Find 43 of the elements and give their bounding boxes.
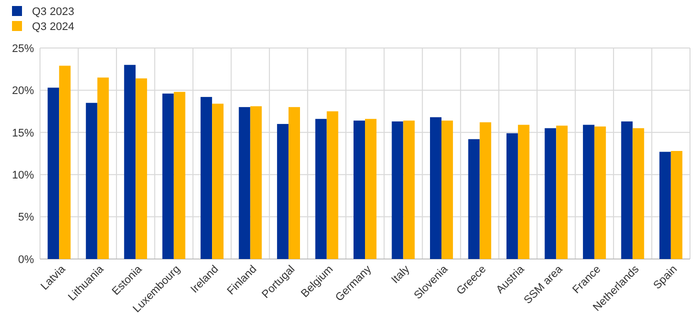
legend-label: Q3 2024: [32, 20, 74, 33]
bar: [632, 128, 644, 259]
bar: [392, 121, 404, 259]
bar: [315, 118, 327, 259]
bar: [670, 150, 682, 259]
bar: [659, 152, 671, 259]
y-tick-label: 10%: [12, 169, 34, 182]
bar: [238, 107, 250, 259]
bar: [403, 120, 415, 259]
y-tick-label: 20%: [12, 85, 34, 98]
y-tick-label: 25%: [12, 42, 34, 55]
bar: [354, 120, 365, 259]
bar: [86, 102, 98, 259]
bar: [277, 124, 289, 259]
bar: [468, 139, 480, 259]
bar: [326, 111, 338, 259]
legend-label: Q3 2023: [32, 6, 74, 18]
bar: [582, 124, 594, 259]
bar: [365, 118, 376, 259]
bar: [518, 124, 530, 259]
bar: [124, 64, 136, 259]
bar: [48, 88, 60, 259]
bar: [162, 94, 174, 259]
bar: [594, 126, 606, 259]
y-tick-label: 0%: [18, 254, 34, 266]
x-tick-label: Italy: [389, 263, 412, 286]
bar: [441, 120, 453, 259]
bar: [59, 66, 71, 259]
bar: [97, 78, 109, 259]
bar: [506, 133, 518, 259]
y-tick-label: 15%: [12, 127, 34, 140]
bar: [250, 106, 262, 259]
bar: [430, 117, 442, 259]
bar: [288, 107, 300, 259]
bar: [556, 126, 568, 259]
bar: [174, 92, 186, 259]
bar: [621, 121, 633, 259]
bar: [544, 128, 556, 259]
y-tick-label: 5%: [18, 212, 34, 224]
bar: [200, 96, 212, 259]
bar: [136, 78, 148, 259]
bar: [212, 104, 224, 259]
bar: [480, 122, 492, 259]
